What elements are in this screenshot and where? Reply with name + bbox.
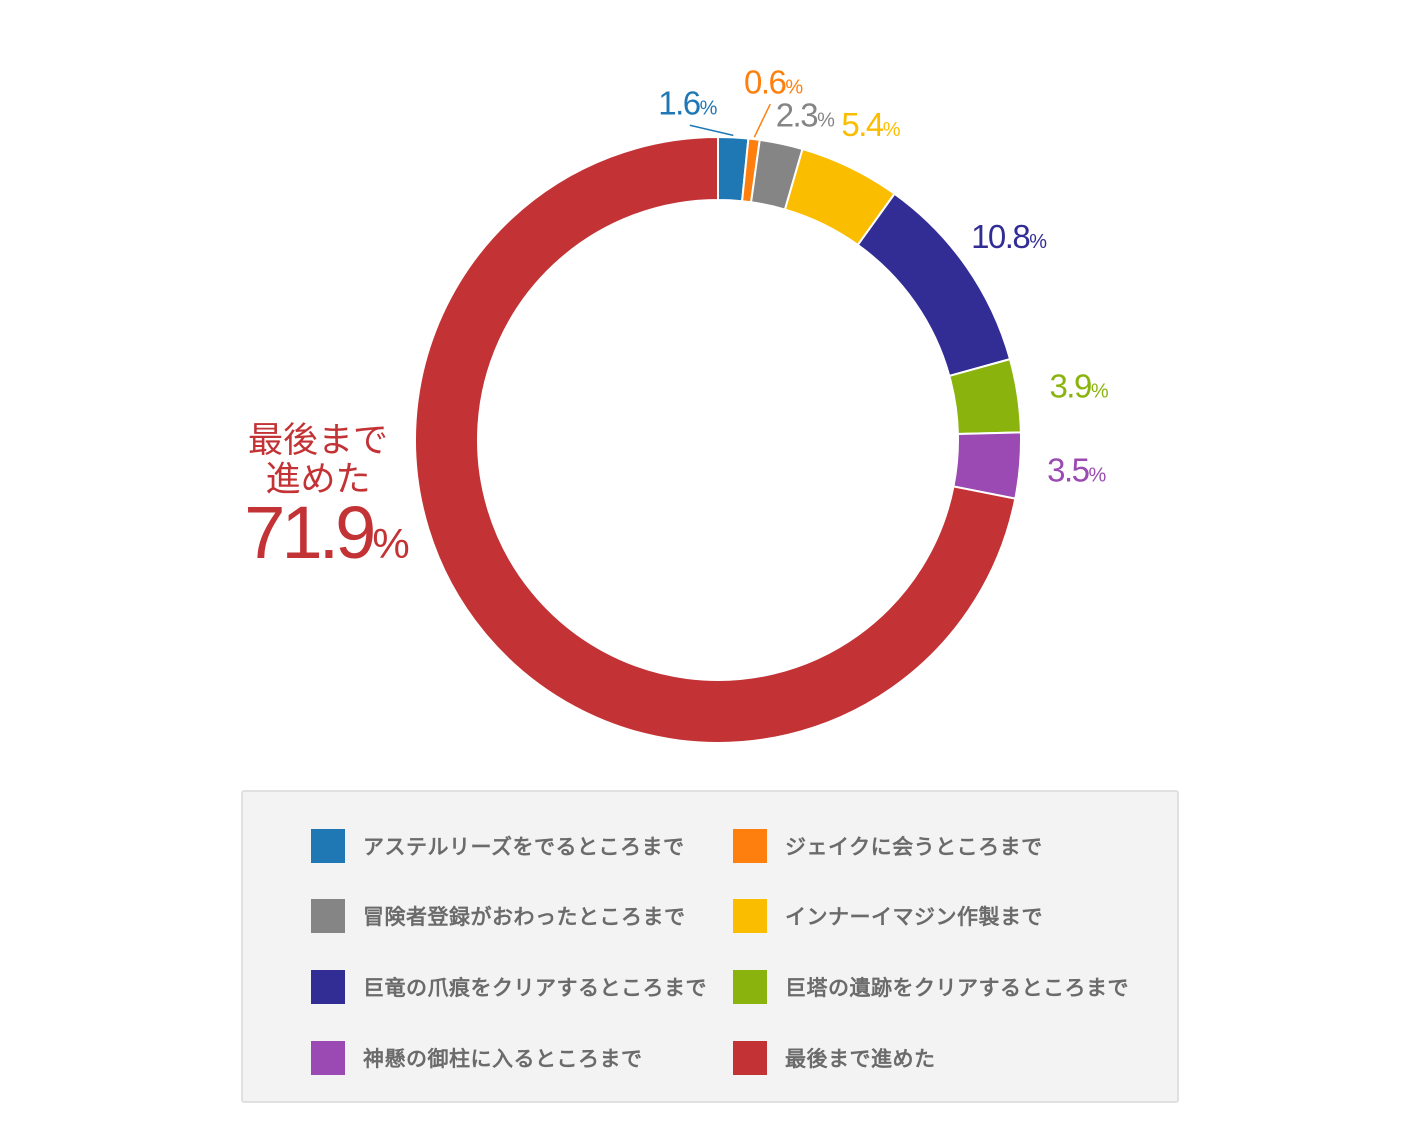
value-label-6: 3.9% xyxy=(1049,367,1108,404)
legend-swatch xyxy=(733,899,767,933)
value-label-1: 1.6% xyxy=(658,84,717,121)
legend-item-7: 神懸の御柱に入るところまで xyxy=(311,1040,643,1076)
legend-item-3: 冒険者登録がおわったところまで xyxy=(311,898,686,934)
legend-swatch xyxy=(311,829,345,863)
legend-swatch xyxy=(733,970,767,1004)
legend-swatch xyxy=(733,829,767,863)
legend-label: ジェイクに会うところまで xyxy=(785,835,1043,859)
value-label-3: 2.3% xyxy=(776,97,835,134)
big-label-group: 最後まで 進めた 71.9% xyxy=(244,421,409,574)
value-label-7: 3.5% xyxy=(1047,451,1106,488)
legend-swatch xyxy=(311,1041,345,1075)
big-label-number: 71.9 xyxy=(244,491,373,574)
big-label-value: 71.9% xyxy=(244,491,409,574)
big-label-line2: 進めた xyxy=(265,460,370,500)
legend-label: 巨竜の爪痕をクリアするところまで xyxy=(363,976,707,1000)
legend-label: 最後まで進めた xyxy=(785,1047,936,1071)
legend-label: アステルリーズをでるところまで xyxy=(363,835,685,859)
legend-swatch xyxy=(311,899,345,933)
legend-item-4: インナーイマジン作製まで xyxy=(733,898,1043,934)
legend-label: 神懸の御柱に入るところまで xyxy=(363,1047,643,1071)
big-label-line1: 最後まで xyxy=(248,421,388,461)
legend-label: 冒険者登録がおわったところまで xyxy=(363,905,686,929)
value-label-2: 0.6% xyxy=(744,63,803,100)
leader-line-2 xyxy=(753,103,771,138)
legend-swatch xyxy=(733,1041,767,1075)
legend-swatch xyxy=(311,970,345,1004)
legend-item-6: 巨塔の遺跡をクリアするところまで xyxy=(733,969,1129,1005)
donut-chart: 1.6% 0.6%2.3% 5.4% 10.8% 3.9% 3.5% 最後まで 進めた 7… xyxy=(244,63,1109,744)
value-label-5: 10.8% xyxy=(971,218,1047,255)
big-label-unit: % xyxy=(372,520,409,567)
legend-item-8: 最後まで進めた xyxy=(733,1040,936,1076)
legend-item-5: 巨竜の爪痕をクリアするところまで xyxy=(311,969,707,1005)
value-label-4: 5.4% xyxy=(841,106,900,143)
slice-8 xyxy=(414,135,1017,744)
legend: アステルリーズをでるところまで ジェイクに会うところまで冒険者登録がおわったところ… xyxy=(241,790,1179,1103)
legend-label: 巨塔の遺跡をクリアするところまで xyxy=(785,976,1129,1000)
legend-item-2: ジェイクに会うところまで xyxy=(733,828,1043,864)
legend-item-1: アステルリーズをでるところまで xyxy=(311,828,684,864)
leader-line-1 xyxy=(689,124,734,137)
legend-label: インナーイマジン作製まで xyxy=(785,905,1043,929)
